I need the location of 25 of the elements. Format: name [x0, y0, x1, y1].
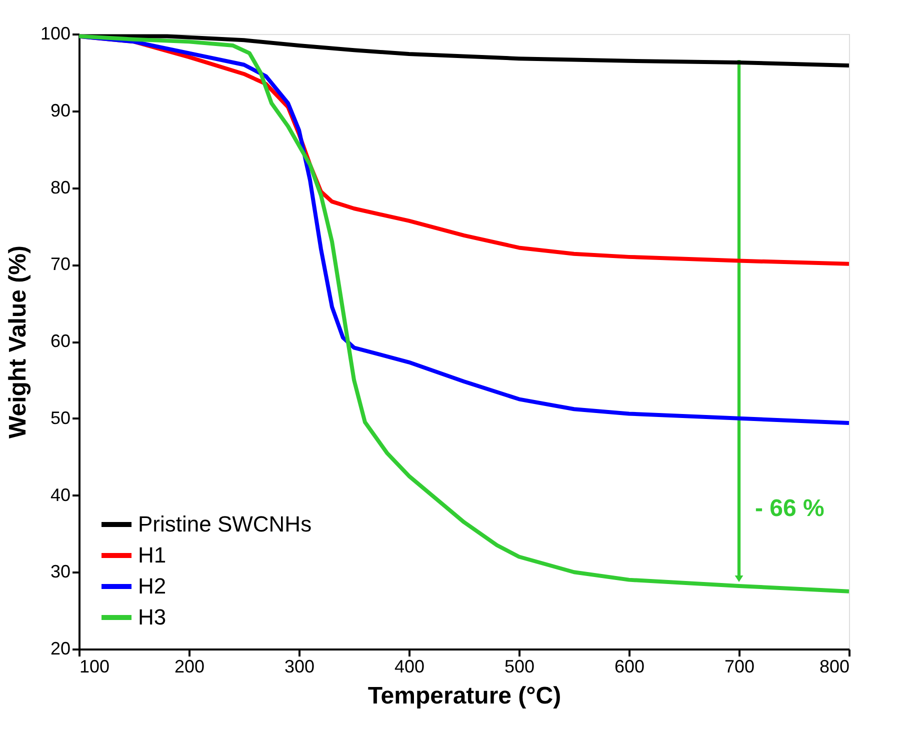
y-tick-label: 100	[40, 24, 70, 44]
x-tick-label: 500	[504, 656, 535, 676]
y-tick-label: 60	[50, 331, 70, 351]
annotation: - 66 %	[755, 495, 824, 522]
y-tick-label: 70	[50, 254, 70, 274]
y-tick-label: 90	[50, 100, 70, 120]
x-tick-label: 300	[284, 656, 315, 676]
x-tick-label: 600	[614, 656, 645, 676]
legend-label: H1	[138, 542, 166, 568]
y-tick-label: 80	[50, 177, 70, 198]
x-axis-title: Temperature (°C)	[368, 682, 562, 710]
legend-label: Pristine SWCNHs	[138, 512, 312, 536]
y-tick-label: 50	[50, 408, 70, 428]
x-tick-label: 700	[724, 656, 755, 676]
legend-label: H2	[138, 574, 166, 598]
y-tick-label: 20	[50, 638, 70, 658]
x-tick-label: 800	[819, 656, 850, 676]
y-axis-title: Weight Value (%)	[4, 246, 32, 438]
y-tick-label: 30	[50, 562, 70, 582]
y-tick-label: 40	[50, 484, 70, 505]
x-tick-label: 400	[394, 656, 425, 676]
x-tick-label: 200	[174, 656, 205, 676]
line-series	[79, 34, 849, 594]
x-tick-label: 100	[80, 656, 110, 676]
legend-label: H3	[138, 604, 166, 630]
